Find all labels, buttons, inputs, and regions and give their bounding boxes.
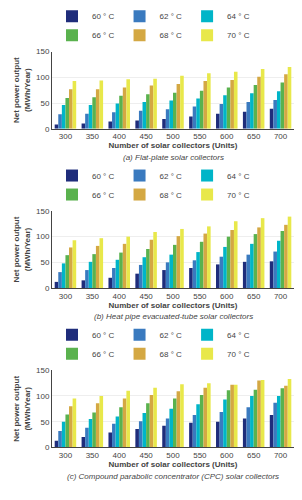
svg-text:60 ° C: 60 ° C	[92, 331, 115, 340]
svg-text:300: 300	[59, 292, 73, 301]
svg-text:650: 650	[247, 451, 261, 460]
svg-text:300: 300	[59, 451, 73, 460]
svg-text:68 ° C: 68 ° C	[160, 191, 183, 200]
svg-text:650: 650	[247, 132, 261, 141]
svg-text:150: 150	[36, 366, 50, 375]
svg-text:100: 100	[36, 392, 50, 401]
svg-text:66 ° C: 66 ° C	[92, 350, 115, 359]
svg-text:450: 450	[139, 292, 153, 301]
svg-text:600: 600	[220, 292, 234, 301]
svg-text:300: 300	[59, 132, 73, 141]
svg-text:50: 50	[40, 99, 49, 108]
svg-text:0: 0	[45, 443, 50, 452]
svg-text:62 ° C: 62 ° C	[160, 12, 183, 21]
svg-text:0: 0	[45, 284, 50, 293]
svg-text:550: 550	[193, 132, 207, 141]
svg-text:700: 700	[274, 132, 288, 141]
svg-text:650: 650	[247, 292, 261, 301]
svg-text:550: 550	[193, 292, 207, 301]
svg-text:100: 100	[36, 73, 50, 82]
svg-text:50: 50	[40, 417, 49, 426]
svg-text:Net power output(MWh/Year): Net power output(MWh/Year)	[12, 57, 31, 123]
svg-text:60 ° C: 60 ° C	[92, 12, 115, 21]
svg-text:500: 500	[166, 132, 180, 141]
svg-text:68 ° C: 68 ° C	[160, 31, 183, 40]
svg-text:70 ° C: 70 ° C	[227, 31, 250, 40]
svg-text:(a) Flat-plate solar collector: (a) Flat-plate solar collectors	[123, 153, 224, 162]
svg-text:350: 350	[86, 292, 100, 301]
svg-text:Net power output(MWh/Year): Net power output(MWh/Year)	[12, 376, 31, 442]
svg-text:64 ° C: 64 ° C	[227, 172, 250, 181]
svg-text:450: 450	[139, 451, 153, 460]
svg-text:600: 600	[220, 451, 234, 460]
svg-text:Number of solar collectors (Un: Number of solar collectors (Units)	[109, 141, 238, 150]
svg-text:68 ° C: 68 ° C	[160, 350, 183, 359]
svg-text:(c) Compound parabolic concent: (c) Compound parabolic concentrator (CPC…	[67, 472, 279, 481]
svg-text:500: 500	[166, 451, 180, 460]
svg-text:62 ° C: 62 ° C	[160, 172, 183, 181]
svg-text:66 ° C: 66 ° C	[92, 31, 115, 40]
svg-text:62 ° C: 62 ° C	[160, 331, 183, 340]
svg-text:400: 400	[113, 292, 127, 301]
svg-text:600: 600	[220, 132, 234, 141]
svg-text:450: 450	[139, 132, 153, 141]
svg-text:700: 700	[274, 292, 288, 301]
svg-text:0: 0	[45, 125, 50, 134]
svg-text:350: 350	[86, 451, 100, 460]
svg-text:(b) Heat pipe evacuated-tube s: (b) Heat pipe evacuated-tube solar colle…	[94, 312, 253, 321]
svg-text:70 ° C: 70 ° C	[227, 350, 250, 359]
svg-text:150: 150	[36, 47, 50, 56]
svg-text:Number of solar collectors (Un: Number of solar collectors (Units)	[109, 301, 238, 310]
svg-text:100: 100	[36, 232, 50, 241]
svg-text:550: 550	[193, 451, 207, 460]
svg-text:400: 400	[113, 132, 127, 141]
svg-text:64 ° C: 64 ° C	[227, 12, 250, 21]
svg-text:66 ° C: 66 ° C	[92, 191, 115, 200]
svg-text:70 ° C: 70 ° C	[227, 191, 250, 200]
svg-text:Net power output(MWh/Year): Net power output(MWh/Year)	[12, 216, 31, 282]
svg-text:150: 150	[36, 207, 50, 216]
svg-text:400: 400	[113, 451, 127, 460]
svg-text:350: 350	[86, 132, 100, 141]
svg-text:700: 700	[274, 451, 288, 460]
svg-text:Number of solar collectors (Un: Number of solar collectors (Units)	[109, 460, 238, 469]
svg-text:64 ° C: 64 ° C	[227, 331, 250, 340]
svg-text:50: 50	[40, 258, 49, 267]
svg-text:60 ° C: 60 ° C	[92, 172, 115, 181]
svg-text:500: 500	[166, 292, 180, 301]
